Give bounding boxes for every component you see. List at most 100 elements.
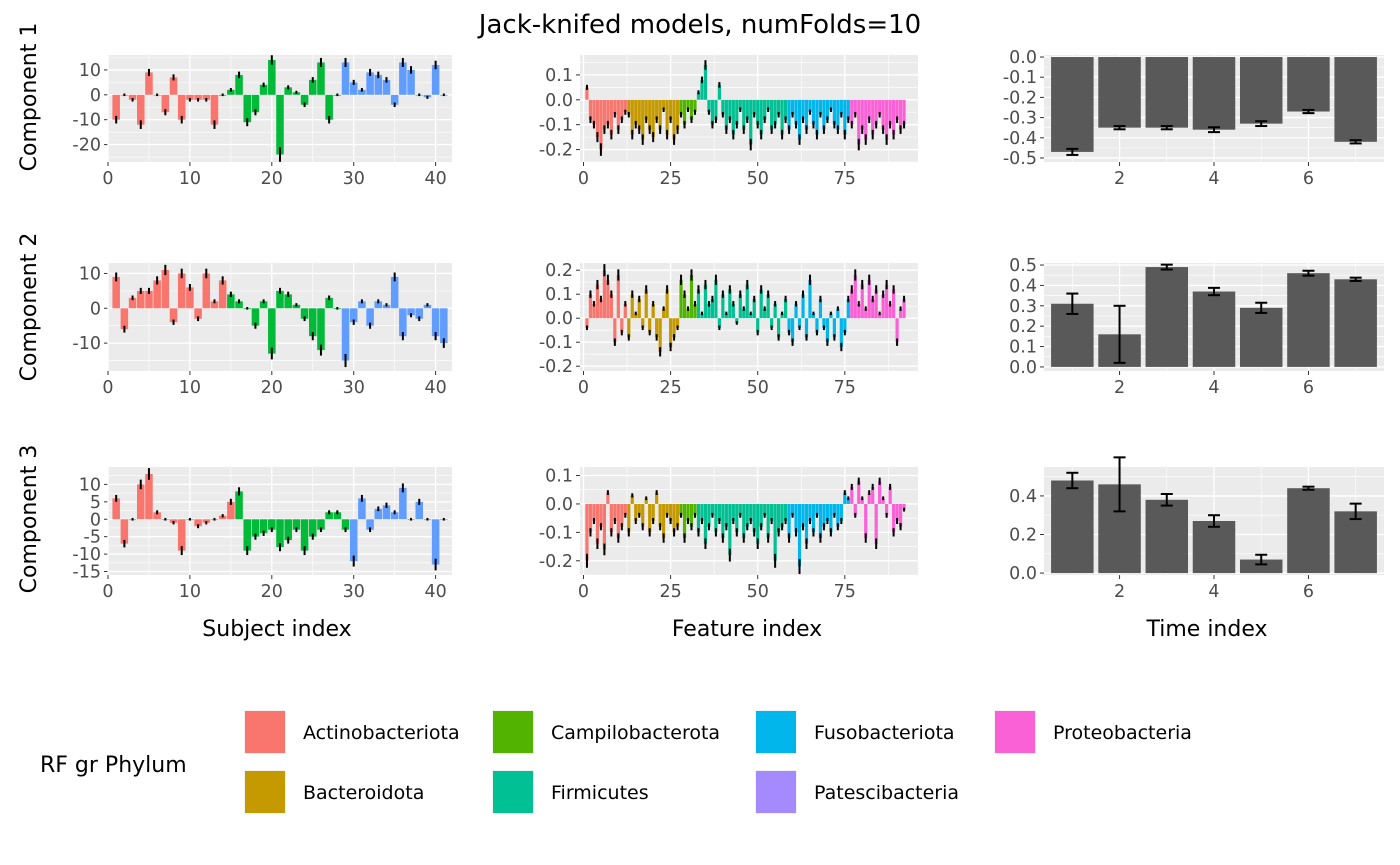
bar-comp3-feature-23 [662,503,666,539]
x-tick-label: 0 [578,378,589,398]
y-tick-label: 0.1 [545,285,573,305]
bar-comp2-feature-60 [790,318,795,343]
bar-comp1-time-5 [1239,57,1283,124]
bar-comp2-time-7 [1334,279,1377,367]
bar-comp1-feature-36 [707,99,711,113]
bar-comp2-feature-82 [867,279,871,319]
bar-comp3-subject-11 [194,519,202,527]
legend-label: Actinobacteriota [303,722,460,744]
bar-comp2-subject-25 [308,308,317,337]
legend-label: Fusobacteriota [814,722,955,744]
bar-comp1-feature-46 [742,99,746,130]
bar-comp2-feature-46 [742,308,746,319]
bar-comp2-feature-4 [595,284,600,319]
bar-comp3-subject-5 [145,473,153,520]
bar-comp2-feature-43 [731,303,735,319]
bar-comp2-feature-90 [895,318,899,343]
bar-comp2-feature-14 [630,294,634,319]
bar-comp1-time-3 [1145,57,1189,128]
bar-comp2-feature-66 [811,313,816,319]
bar-comp1-feature-25 [668,99,673,120]
panel-comp1-feature: 0.1 0.0 -0.1 -0.20 25 50 75 [539,55,918,189]
bar-comp1-feature-80 [860,99,864,130]
bar-comp1-feature-84 [874,99,878,125]
y-tick-label: 0.0 [1009,48,1037,68]
x-axis-title-feature-index: Feature index [672,617,822,642]
bar-comp3-feature-51 [759,503,763,527]
bar-comp2-time-5 [1239,307,1283,367]
legend-item: Fusobacteriota [755,710,955,754]
bar-comp1-feature-11 [620,99,624,120]
y-tick-label: 0 [90,510,101,530]
bar-comp2-feature-58 [783,299,788,319]
legend-swatch [995,711,1035,753]
bar-comp3-feature-50 [756,503,760,544]
bar-comp1-feature-1 [585,87,589,100]
bar-comp2-time-4 [1192,291,1236,367]
x-tick-label: 2 [1114,378,1125,398]
bar-comp3-subject-36 [399,487,407,520]
y-tick-label: -0.2 [539,552,573,572]
bar-comp2-feature-92 [902,299,906,319]
bar-comp1-time-2 [1098,57,1141,128]
bar-comp3-feature-7 [606,492,610,504]
bar-comp2-subject-5 [145,290,153,309]
bar-comp1-feature-19 [648,99,652,130]
x-tick-label: 30 [343,169,365,189]
legend-swatch [756,711,796,753]
bar-comp3-feature-80 [860,498,864,504]
panel-comp2-time: 0.00.10.20.30.40.5 2 4 6 [1009,256,1384,398]
bar-comp3-feature-89 [892,503,896,533]
bar-comp1-feature-13 [627,99,631,115]
bar-comp2-subject-33 [374,301,383,309]
bar-comp3-subject-12 [202,519,211,523]
bar-comp1-feature-63 [801,99,805,120]
bar-comp3-feature-87 [885,503,889,516]
bar-comp2-subject-19 [259,301,268,309]
bar-comp1-subject-3 [128,94,137,100]
legend-swatch [493,771,533,813]
legend-item: Firmicutes [492,770,649,814]
x-tick-label: 20 [261,378,283,398]
x-tick-label: 75 [834,582,856,602]
legend-item: Bacteroidota [244,770,424,814]
bar-comp1-feature-30 [686,99,690,110]
bar-comp1-subject-19 [259,84,268,95]
bar-comp3-feature-42 [728,503,732,556]
bar-comp2-feature-3 [592,303,596,319]
bar-comp3-subject-29 [341,519,350,530]
bar-comp1-subject-5 [145,72,153,95]
bar-comp3-feature-86 [881,498,885,504]
bar-comp3-feature-36 [707,503,711,527]
legend-swatch [493,711,533,753]
x-tick-label: 2 [1114,582,1125,602]
bar-comp3-time-7 [1334,511,1377,574]
bar-comp1-feature-28 [679,99,683,115]
bar-comp1-feature-59 [787,99,791,130]
bar-comp1-feature-51 [759,99,763,135]
panel-comp1-subject: 100-10-200 10 20 30 40 [72,55,452,189]
bar-comp1-feature-69 [822,99,826,130]
bar-comp1-feature-47 [745,99,749,120]
bar-comp2-feature-20 [651,303,655,319]
y-tick-label: -0.1 [539,523,573,543]
bar-comp3-subject-28 [333,512,342,520]
bar-comp2-feature-47 [745,284,749,319]
bar-comp1-subject-15 [227,89,235,95]
bar-comp2-feature-23 [662,308,666,319]
bar-comp3-feature-83 [871,486,875,504]
x-tick-label: 40 [424,378,446,398]
bar-comp3-feature-73 [836,503,840,527]
bar-comp3-feature-4 [595,503,600,544]
bar-comp1-feature-76 [846,99,850,120]
bar-comp3-feature-18 [644,498,648,504]
bar-comp1-feature-52 [763,99,767,120]
bar-comp2-subject-10 [186,287,194,309]
bar-comp1-feature-61 [794,99,798,125]
bar-comp3-feature-43 [731,503,735,521]
legend-label: Firmicutes [551,782,649,804]
bar-comp1-feature-60 [790,99,795,115]
bar-comp2-feature-69 [822,318,826,328]
bar-comp3-feature-64 [804,503,809,544]
